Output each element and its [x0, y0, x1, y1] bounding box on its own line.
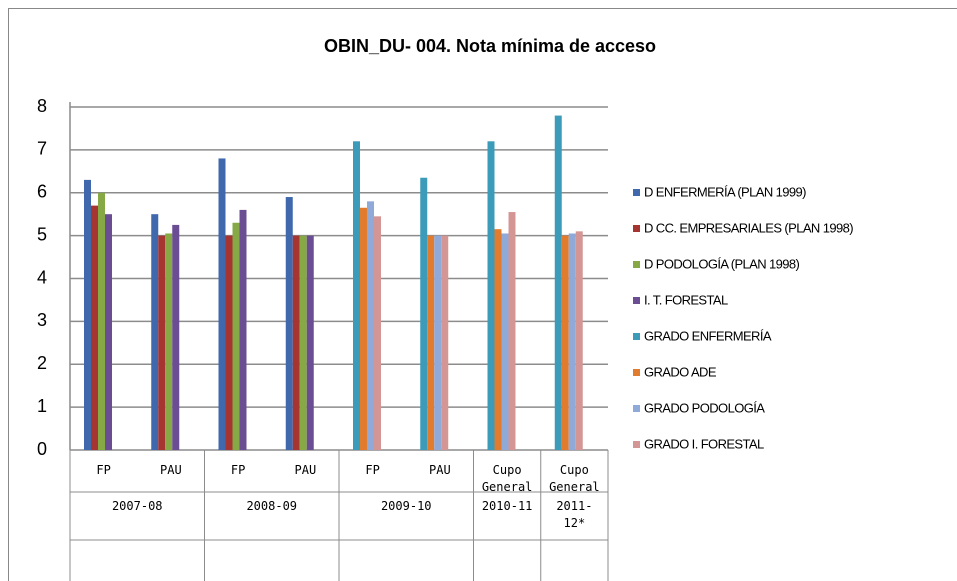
bar	[218, 158, 226, 450]
y-tick-label: 3	[37, 310, 47, 330]
bar	[165, 233, 173, 450]
legend-label: D CC. EMPRESARIALES (PLAN 1998)	[644, 220, 853, 235]
y-tick-label: 0	[37, 439, 47, 459]
x-tick-label: PAU	[294, 463, 317, 477]
bar	[360, 207, 367, 450]
group-label: 2010-11	[481, 499, 533, 513]
legend-swatch	[633, 369, 640, 376]
bar	[561, 235, 569, 450]
legend-swatch	[633, 225, 640, 232]
group-label: 2008-09	[246, 499, 298, 513]
bar	[158, 235, 166, 450]
bar	[508, 212, 516, 450]
x-tick-label: FP	[96, 463, 111, 477]
bar	[568, 233, 576, 450]
bar	[575, 231, 583, 450]
y-tick-label: 6	[37, 182, 47, 202]
bar	[434, 235, 442, 450]
bar	[285, 197, 293, 450]
x-tick-label: PAU	[160, 463, 182, 477]
bar	[84, 179, 91, 450]
bar	[151, 214, 159, 450]
group-label: 2007-08	[111, 499, 163, 513]
y-tick-label: 8	[37, 96, 47, 116]
legend-swatch	[633, 189, 640, 196]
bar	[554, 115, 562, 450]
bar	[427, 235, 435, 450]
bar	[420, 177, 428, 450]
bar	[299, 235, 307, 450]
bar	[353, 141, 360, 451]
bar	[239, 209, 247, 450]
bar	[292, 235, 300, 450]
y-tick-label: 2	[37, 353, 47, 373]
bar	[232, 222, 240, 450]
bar	[306, 235, 314, 450]
x-tick-label: FP	[365, 463, 380, 477]
y-tick-label: 1	[37, 396, 47, 416]
legend-swatch	[633, 261, 640, 268]
bar	[487, 141, 495, 451]
bar	[494, 229, 502, 450]
bar	[105, 214, 112, 450]
bar	[367, 201, 374, 450]
bar	[91, 205, 98, 450]
legend-swatch	[633, 297, 640, 304]
y-tick-label: 5	[37, 224, 47, 244]
legend-label: GRADO ADE	[644, 364, 717, 379]
x-tick-label: PAU	[429, 463, 451, 477]
legend-label: GRADO PODOLOGÍA	[644, 400, 765, 415]
chart-title: OBIN_DU- 004. Nota mínima de acceso	[324, 36, 656, 56]
legend-swatch	[633, 405, 640, 412]
bar	[501, 233, 509, 450]
x-tick-label: Cupo General	[481, 463, 533, 494]
legend-label: GRADO I. FORESTAL	[644, 436, 764, 451]
legend-swatch	[633, 333, 640, 340]
x-tick-label: Cupo General	[549, 463, 600, 494]
bar	[374, 216, 381, 450]
group-label: 2011-12*	[556, 499, 593, 530]
bar	[98, 192, 105, 450]
legend-label: I. T. FORESTAL	[644, 292, 728, 307]
bar	[441, 235, 449, 450]
legend-label: GRADO ENFERMERÍA	[644, 328, 772, 343]
x-tick-label: FP	[230, 463, 246, 477]
bar	[172, 224, 180, 450]
y-tick-label: 7	[37, 139, 47, 159]
legend-swatch	[633, 441, 640, 448]
legend-label: D ENFERMERÍA (PLAN 1999)	[644, 184, 806, 199]
legend-label: D PODOLOGÍA (PLAN 1998)	[644, 256, 800, 271]
y-tick-label: 4	[37, 267, 47, 287]
group-label: 2009-10	[380, 499, 432, 513]
bar	[225, 235, 233, 450]
